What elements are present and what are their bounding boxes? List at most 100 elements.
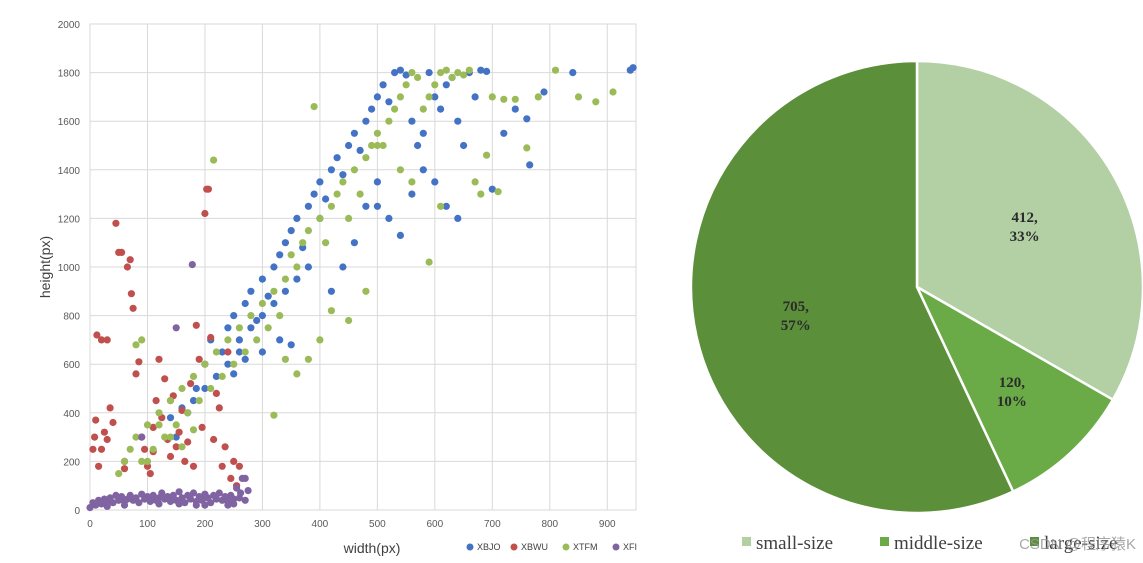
scatter-point bbox=[109, 499, 117, 507]
scatter-point bbox=[442, 66, 450, 74]
scatter-point bbox=[143, 421, 152, 429]
scatter-point bbox=[138, 457, 146, 465]
scatter-point bbox=[345, 141, 353, 150]
scatter-point bbox=[224, 501, 232, 509]
scatter-point bbox=[218, 462, 226, 470]
scatter-point bbox=[483, 67, 491, 75]
watermark-text: CSDN @程序猿K bbox=[1019, 536, 1136, 553]
scatter-point bbox=[356, 190, 364, 198]
scatter-point bbox=[212, 389, 220, 397]
scatter-point bbox=[270, 299, 278, 308]
scatter-point bbox=[152, 397, 160, 405]
scatter-point bbox=[500, 95, 508, 103]
x-tick-label: 200 bbox=[197, 519, 214, 530]
legend-marker-xbwu bbox=[510, 543, 518, 551]
scatter-point bbox=[471, 178, 479, 186]
scatter-point bbox=[276, 312, 284, 320]
scatter-point bbox=[135, 358, 143, 366]
scatter-point bbox=[184, 409, 192, 417]
scatter-point bbox=[396, 166, 404, 174]
scatter-point bbox=[362, 117, 370, 125]
scatter-point bbox=[281, 275, 289, 283]
scatter-point bbox=[212, 495, 220, 503]
scatter-point bbox=[155, 409, 163, 417]
scatter-point bbox=[425, 69, 433, 77]
scatter-point bbox=[304, 263, 312, 271]
scatter-point bbox=[408, 178, 416, 186]
scatter-point bbox=[327, 307, 335, 315]
scatter-point bbox=[408, 190, 416, 198]
scatter-point bbox=[192, 321, 200, 329]
scatter-point bbox=[210, 435, 218, 444]
scatter-point bbox=[293, 214, 301, 222]
scatter-point bbox=[230, 370, 238, 378]
scatter-point bbox=[362, 202, 370, 210]
scatter-point bbox=[224, 348, 232, 356]
scatter-point bbox=[146, 470, 154, 478]
scatter-point bbox=[373, 93, 381, 101]
scatter-point bbox=[350, 166, 358, 174]
scatter-point bbox=[276, 251, 284, 259]
scatter-point bbox=[569, 69, 577, 77]
scatter-point bbox=[299, 239, 307, 247]
scatter-point bbox=[425, 258, 433, 266]
scatter-point bbox=[304, 202, 312, 210]
scatter-point bbox=[143, 457, 152, 465]
scatter-point bbox=[207, 384, 215, 393]
scatter-point bbox=[146, 497, 154, 506]
scatter-point bbox=[201, 360, 209, 368]
scatter-point bbox=[437, 69, 445, 77]
scatter-point bbox=[241, 474, 249, 482]
scatter-point bbox=[540, 88, 548, 96]
scatter-point bbox=[221, 443, 229, 451]
scatter-point bbox=[207, 499, 215, 507]
scatter-point bbox=[235, 336, 243, 344]
scatter-point bbox=[253, 316, 261, 325]
scatter-point bbox=[210, 156, 218, 164]
scatter-point bbox=[138, 336, 146, 344]
scatter-point bbox=[523, 144, 531, 152]
scatter-point bbox=[175, 488, 183, 496]
scatter-point bbox=[149, 445, 157, 453]
scatter-point bbox=[333, 190, 341, 198]
scatter-point bbox=[115, 470, 123, 478]
scatter-point bbox=[135, 499, 143, 507]
scatter-point bbox=[241, 299, 249, 308]
scatter-point bbox=[368, 141, 376, 150]
scatter-point bbox=[241, 348, 249, 356]
scatter-point bbox=[204, 185, 212, 193]
scatter-point bbox=[494, 188, 502, 196]
x-tick-label: 900 bbox=[599, 519, 616, 530]
scatter-point bbox=[218, 372, 226, 380]
scatter-point bbox=[419, 166, 427, 174]
y-tick-label: 200 bbox=[63, 457, 80, 468]
scatter-point bbox=[129, 304, 137, 312]
scatter-point bbox=[187, 495, 195, 503]
scatter-point bbox=[178, 443, 186, 451]
scatter-point bbox=[235, 324, 243, 332]
scatter-point bbox=[414, 73, 422, 82]
scatter-point bbox=[118, 248, 126, 256]
scatter-point bbox=[379, 81, 387, 89]
legend-marker-xbjo bbox=[466, 543, 474, 551]
scatter-point bbox=[488, 185, 496, 193]
scatter-point bbox=[198, 423, 206, 431]
scatter-point bbox=[629, 64, 637, 72]
scatter-point bbox=[235, 462, 243, 470]
scatter-point bbox=[304, 355, 312, 363]
scatter-point bbox=[327, 166, 335, 174]
scatter-point bbox=[93, 331, 101, 339]
scatter-point bbox=[264, 324, 272, 332]
pie-percent-label-small-size: 33% bbox=[1010, 229, 1040, 245]
x-tick-label: 400 bbox=[312, 519, 329, 530]
scatter-point bbox=[89, 445, 97, 453]
scatter-point bbox=[609, 88, 617, 96]
scatter-point bbox=[212, 372, 220, 380]
y-tick-label: 1800 bbox=[58, 69, 81, 80]
scatter-point bbox=[95, 462, 103, 470]
scatter-point bbox=[141, 445, 149, 453]
scatter-point bbox=[215, 489, 223, 497]
scatter-point bbox=[178, 406, 186, 414]
scatter-point bbox=[189, 462, 198, 470]
pie-legend-label-middle-size: middle-size bbox=[894, 533, 983, 554]
